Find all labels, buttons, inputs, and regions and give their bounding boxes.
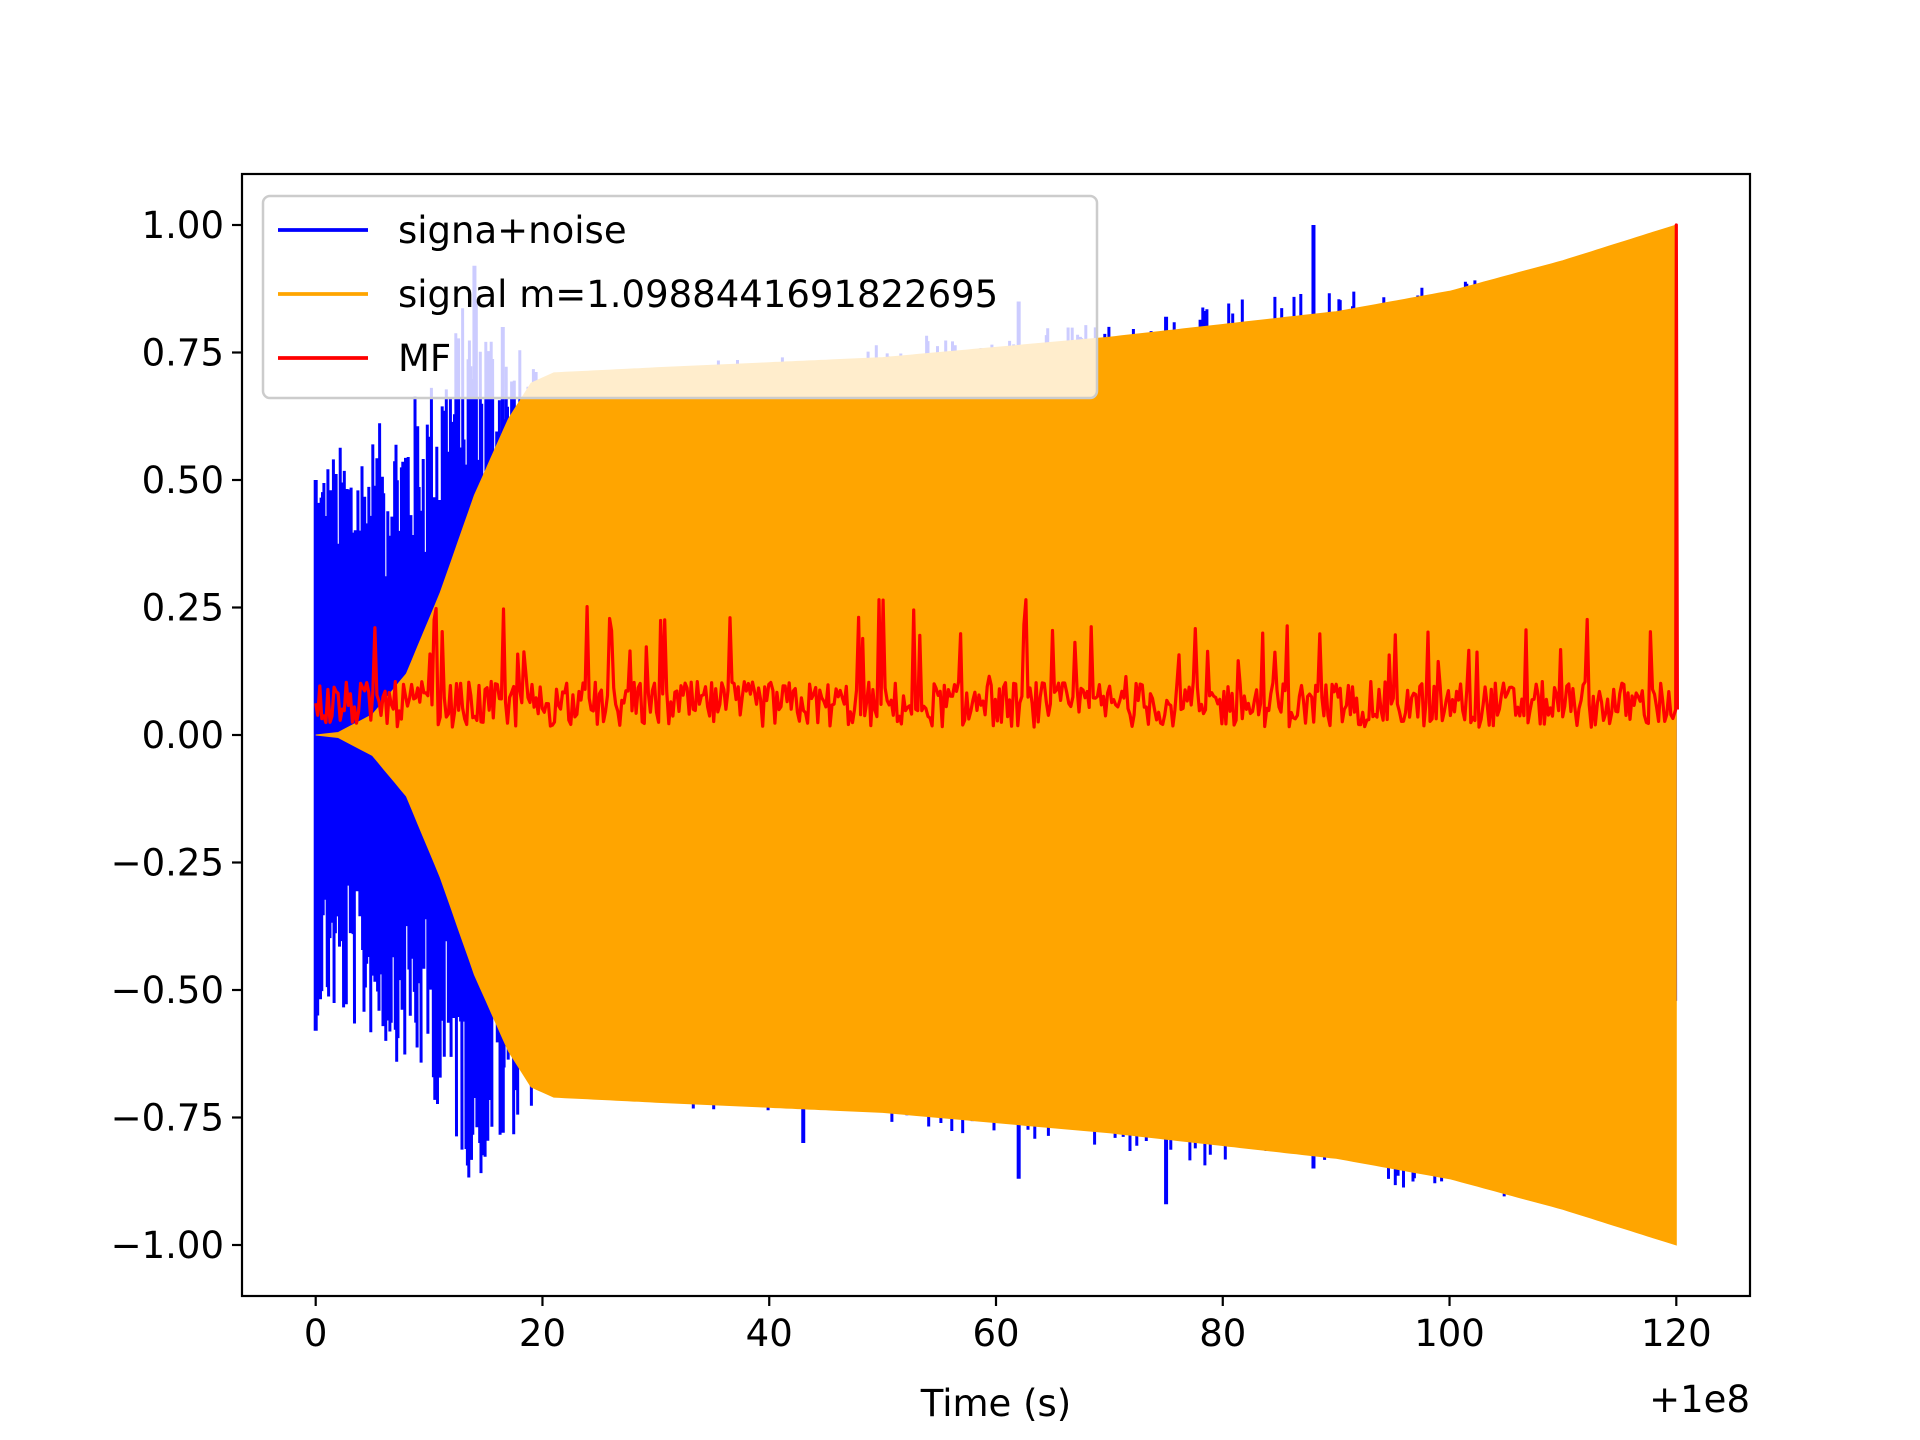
plot-area bbox=[313, 223, 1679, 1246]
x-tick-label: 120 bbox=[1641, 1312, 1712, 1355]
series-mf bbox=[314, 223, 1679, 729]
y-tick-label: −0.50 bbox=[111, 969, 224, 1012]
x-tick-label: 20 bbox=[519, 1312, 566, 1355]
y-tick-label: 0.25 bbox=[142, 587, 224, 630]
y-tick-label: 0.75 bbox=[142, 332, 224, 375]
x-axis: 0 20 40 60 80 100 120 bbox=[304, 1296, 1712, 1355]
y-tick-label: 1.00 bbox=[142, 204, 224, 247]
y-tick-label: −0.25 bbox=[111, 842, 224, 885]
legend-label-mf: MF bbox=[398, 337, 451, 380]
x-tick-label: 100 bbox=[1414, 1312, 1485, 1355]
legend: signa+noise signal m=1.0988441691822695 … bbox=[261, 194, 1099, 400]
x-tick-label: 60 bbox=[972, 1312, 1019, 1355]
series-line-mf bbox=[314, 223, 1679, 729]
y-tick-label: −1.00 bbox=[111, 1224, 224, 1267]
legend-label-signal-noise: signa+noise bbox=[398, 209, 627, 252]
y-tick-label: 0.50 bbox=[142, 459, 224, 502]
x-tick-label: 0 bbox=[304, 1312, 328, 1355]
legend-label-signal: signal m=1.0988441691822695 bbox=[398, 273, 998, 316]
x-axis-offset: +1e8 bbox=[1649, 1378, 1750, 1421]
legend-box bbox=[261, 194, 1099, 400]
y-tick-label: 0.00 bbox=[142, 714, 224, 757]
x-axis-label: Time (s) bbox=[920, 1382, 1071, 1425]
x-tick-label: 80 bbox=[1199, 1312, 1246, 1355]
y-axis: 1.00 0.75 0.50 0.25 0.00 −0.25 −0.50 −0.75 −1.00 bbox=[111, 204, 242, 1267]
x-tick-label: 40 bbox=[746, 1312, 793, 1355]
y-tick-label: −0.75 bbox=[111, 1097, 224, 1140]
